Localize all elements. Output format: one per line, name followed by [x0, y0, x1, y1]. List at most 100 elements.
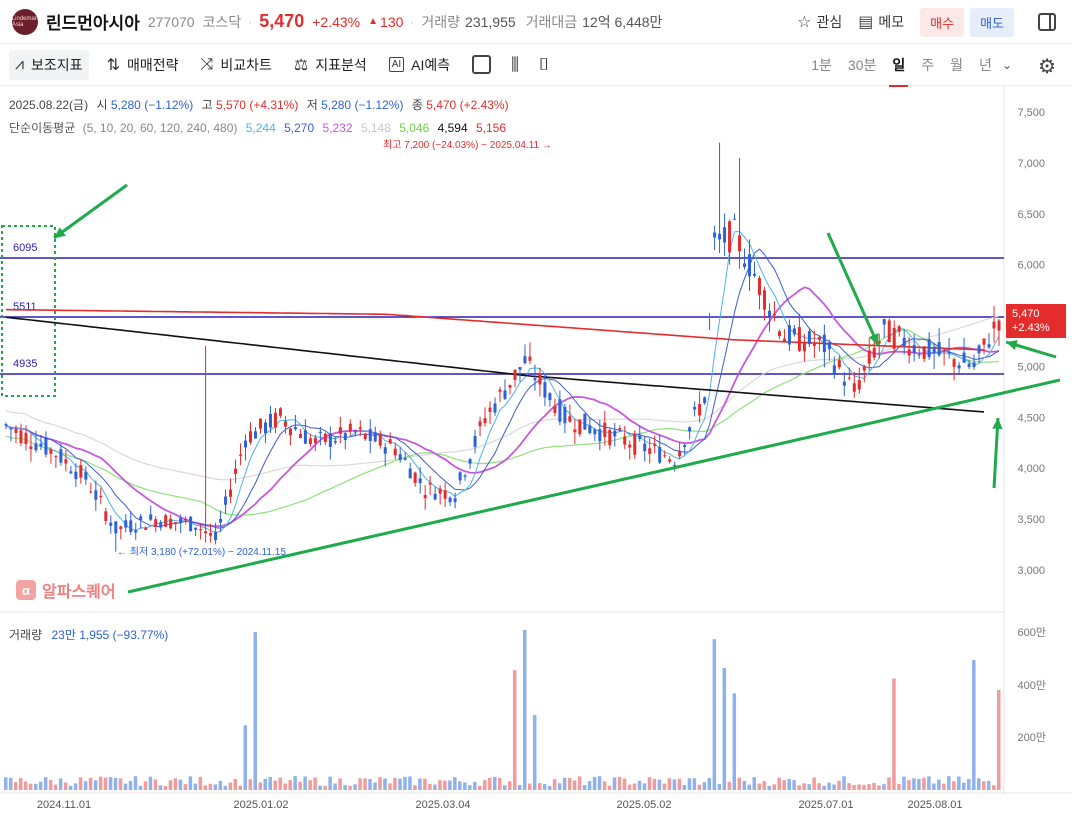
volume-bar — [782, 780, 786, 790]
candle-body — [852, 383, 856, 392]
candle-body — [498, 389, 502, 392]
volume-bar — [423, 778, 427, 790]
ai-predict-button[interactable]: AI AI예측 — [385, 50, 454, 80]
candle-body — [9, 428, 13, 430]
period-1min[interactable]: 1분 — [811, 57, 832, 73]
candle-body — [538, 373, 542, 385]
candle-body — [648, 448, 652, 454]
volume-bar — [173, 778, 178, 790]
period-30min[interactable]: 30분 — [847, 57, 877, 73]
candle-body — [583, 413, 587, 430]
volume-bar — [607, 785, 612, 790]
volume-bar — [567, 777, 572, 790]
candle-body — [323, 433, 327, 443]
sell-button[interactable]: 매도 — [970, 7, 1014, 37]
change-amount: 130 — [380, 13, 404, 30]
candle-body — [393, 448, 397, 456]
price-tick-label: 3,500 — [1017, 514, 1045, 526]
ma-value: 5,156 — [475, 121, 506, 135]
volume-bar — [962, 782, 966, 790]
volume-bar — [592, 777, 597, 790]
candle-body — [79, 465, 83, 478]
candle-body — [653, 444, 657, 447]
candle-body — [39, 443, 43, 447]
candle-body — [149, 514, 153, 520]
candle-body — [992, 321, 996, 329]
period-week[interactable]: 주 — [921, 57, 935, 73]
candle-body — [273, 412, 277, 428]
last-price-tag: 5,470 +2.43% — [1006, 304, 1066, 338]
separator-dot: · — [410, 14, 415, 29]
volume-bar — [403, 776, 407, 790]
candle-body — [643, 443, 647, 452]
candle-body — [34, 443, 38, 451]
candle-body — [683, 445, 687, 448]
volume-bar — [917, 778, 921, 790]
volume-bar — [503, 785, 507, 790]
candle-body — [94, 490, 98, 500]
memo-button[interactable]: ▤ 메모 — [858, 14, 905, 31]
volume-bar — [657, 779, 662, 790]
volume-bar — [597, 776, 602, 790]
candle-body — [219, 518, 223, 523]
candle-body — [174, 522, 178, 524]
candle-body — [438, 488, 442, 494]
indicator-analysis-button[interactable]: ⚖ 지표분석 — [293, 56, 367, 74]
candle-body — [962, 352, 966, 363]
candle-body — [368, 429, 372, 441]
candle-body — [363, 433, 367, 439]
date-tick-label: 2025.01.02 — [233, 799, 288, 811]
chevron-down-icon[interactable]: ⌄ — [1001, 58, 1012, 72]
volume-bar — [278, 777, 282, 790]
watch-button[interactable]: ☆ 관심 — [797, 14, 843, 31]
candle-body — [508, 384, 512, 388]
compare-button[interactable]: ⤨ 비교차트 — [200, 55, 272, 73]
candle-body — [169, 518, 173, 529]
period-year[interactable]: 년 — [979, 57, 992, 73]
moving-average-info[interactable]: 단순이동평균 (5, 10, 20, 60, 120, 240, 480) 5,… — [9, 121, 506, 135]
candle-body — [817, 336, 821, 340]
candle-body — [782, 338, 786, 343]
candle-body — [224, 496, 228, 505]
candle-body — [967, 363, 971, 367]
company-logo: Lindeman Asia — [12, 8, 38, 35]
period-day[interactable]: 일 — [889, 57, 909, 87]
buy-button[interactable]: 매수 — [920, 7, 965, 37]
volume-bar — [153, 779, 158, 790]
candlestick-icon[interactable]: ⫼ — [511, 54, 519, 74]
candle-body — [947, 352, 951, 354]
arrow-drawing-head — [992, 418, 1003, 430]
candle-body — [738, 235, 742, 252]
volume-bar — [453, 777, 457, 790]
layout-icon[interactable] — [472, 55, 492, 74]
gear-icon[interactable]: ⚙ — [1038, 56, 1056, 78]
volume-bar — [38, 781, 43, 790]
candle-body — [24, 432, 28, 444]
volume-bar — [298, 781, 302, 790]
candle-body — [64, 459, 68, 464]
candle-body — [209, 532, 213, 536]
volume-bar — [43, 777, 48, 790]
camera-icon[interactable]: ⌷ — [539, 54, 550, 74]
candle-body — [932, 346, 936, 354]
indicators-button[interactable]: ⩘ 보조지표 — [9, 49, 89, 80]
volume-bar — [473, 781, 477, 790]
period-month[interactable]: 월 — [950, 57, 964, 73]
stock-name[interactable]: 린드먼아시아 — [46, 14, 140, 33]
volume-bar — [258, 782, 262, 790]
volume-bar — [752, 777, 756, 790]
volume-bar — [53, 784, 58, 790]
amount-value: 12억 6,448만 — [582, 13, 663, 30]
volume-bar — [967, 778, 971, 790]
volume-bar — [572, 780, 577, 790]
candle-body — [792, 328, 796, 335]
side-panel-toggle-icon[interactable] — [1038, 13, 1056, 31]
level-highlight-box — [1, 225, 56, 397]
volume-bar — [527, 783, 532, 790]
strategy-button[interactable]: ⇅ 매매전략 — [106, 56, 179, 74]
candle-body — [987, 344, 991, 348]
volume-bar — [627, 784, 632, 790]
volume-bar — [532, 714, 537, 790]
volume-bar — [537, 783, 542, 790]
